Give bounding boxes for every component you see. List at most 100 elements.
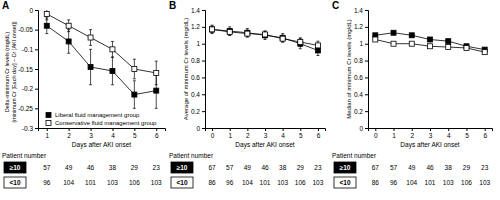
y-tick: 1 — [359, 40, 368, 47]
data-point — [409, 41, 414, 46]
y-tick-mark — [365, 94, 368, 95]
x-tick-label: 4 — [281, 132, 285, 139]
data-point — [446, 39, 451, 44]
y-tick: 0 — [196, 125, 205, 132]
error-bar-cap — [264, 31, 267, 32]
x-tick-label: 4 — [447, 132, 451, 139]
x-tick-label: 2 — [67, 132, 71, 139]
y-tick-label: -0.2 — [22, 85, 34, 92]
table-cell: 101 — [425, 179, 436, 186]
y-tick-label: 0 — [196, 125, 200, 132]
table-cell: 86 — [372, 179, 380, 186]
table-cell: 29 — [131, 164, 139, 171]
x-tick-mark — [156, 128, 157, 131]
data-point — [428, 44, 433, 49]
y-tick-label: 0.6 — [191, 74, 200, 81]
y-axis: 00.20.40.60.811.21.4 — [354, 7, 369, 132]
panel-title: A — [2, 0, 9, 11]
y-tick-label: 0.4 — [191, 91, 200, 98]
x-tick: 1 — [392, 128, 396, 139]
data-point — [132, 67, 137, 72]
y-tick-label: 0.8 — [191, 57, 200, 64]
y-axis: 0-0.05-0.1-0.15-0.2-0.25-0.3 — [18, 7, 38, 132]
error-bar — [299, 39, 302, 49]
error-bar — [111, 57, 114, 85]
table-cell: 23 — [481, 164, 489, 171]
series-line — [212, 29, 318, 50]
x-tick-label: 5 — [299, 132, 303, 139]
y-tick-mark — [35, 49, 38, 50]
y-tick-mark — [365, 61, 368, 62]
error-bar — [246, 30, 249, 37]
error-bar — [228, 29, 231, 36]
error-bar-cap — [246, 30, 249, 31]
x-tick-label: 2 — [246, 132, 250, 139]
x-tick: 4 — [447, 128, 451, 139]
error-bar — [316, 41, 319, 49]
error-bar — [281, 34, 284, 42]
table-cell: 101 — [260, 179, 271, 186]
error-bar-cap — [246, 36, 249, 37]
data-point — [464, 45, 469, 50]
table-cell: 46 — [87, 164, 95, 171]
y-tick-mark — [35, 128, 38, 129]
y-tick: 1.2 — [354, 23, 368, 30]
x-tick-mark — [283, 128, 284, 131]
error-bar-cap — [211, 26, 214, 27]
table-cell: 49 — [408, 164, 416, 171]
x-tick-label: 2 — [410, 132, 414, 139]
x-axis: 0123456 — [369, 128, 493, 139]
data-point — [44, 11, 49, 16]
series-line — [47, 26, 156, 95]
table-cell: 23 — [153, 164, 161, 171]
legend-label: Liberal fluid management group — [55, 112, 140, 118]
data-point — [88, 65, 93, 70]
y-axis-line — [202, 11, 206, 129]
y-tick-mark — [202, 61, 205, 62]
error-bar — [299, 38, 302, 46]
legend-label: Conservative fluid management group — [55, 120, 157, 126]
error-bar-cap — [67, 31, 70, 32]
table-cell: 57 — [43, 164, 51, 171]
error-bar — [67, 20, 70, 32]
error-bar-cap — [281, 42, 284, 43]
table-cell: 103 — [443, 179, 454, 186]
row-label-box — [4, 177, 26, 188]
error-bar — [111, 41, 114, 57]
y-tick-mark — [365, 77, 368, 78]
error-bar-cap — [281, 35, 284, 36]
x-tick-mark — [265, 128, 266, 131]
error-bar — [133, 81, 136, 109]
y-tick-label: 0 — [29, 7, 33, 14]
error-bar-cap — [228, 35, 231, 36]
data-point — [409, 33, 414, 38]
table-cell: 67 — [208, 164, 216, 171]
error-bar — [89, 49, 92, 84]
table-cell: 67 — [372, 164, 380, 171]
error-bar-cap — [111, 57, 114, 58]
error-bar-cap — [111, 84, 114, 85]
x-tick-label: 6 — [483, 132, 487, 139]
error-bar — [228, 27, 231, 35]
y-tick-mark — [202, 128, 205, 129]
y-tick-mark — [35, 30, 38, 31]
patient-table: Patient number≥1067574946382923<10869610… — [332, 152, 491, 188]
y-axis-title: Average of minimum Cr levels (mg/dL) — [183, 18, 189, 120]
error-bar-cap — [155, 61, 158, 62]
table-cell: 38 — [109, 164, 117, 171]
y-tick: 0.6 — [354, 74, 368, 81]
table-cell: 38 — [279, 164, 287, 171]
table-cell: 38 — [445, 164, 453, 171]
x-tick: 6 — [317, 128, 321, 139]
x-tick-mark — [375, 128, 376, 131]
y-tick-label: 1 — [359, 40, 363, 47]
y-tick-label: -0.1 — [22, 46, 34, 53]
row-label: ≥10 — [177, 164, 188, 171]
error-bar — [67, 30, 70, 54]
y-tick-mark — [202, 94, 205, 95]
x-tick-mark — [485, 128, 486, 131]
error-bar-cap — [228, 28, 231, 29]
y-tick: 0.4 — [354, 91, 368, 98]
data-point — [132, 92, 137, 97]
table-cell: 49 — [65, 164, 73, 171]
